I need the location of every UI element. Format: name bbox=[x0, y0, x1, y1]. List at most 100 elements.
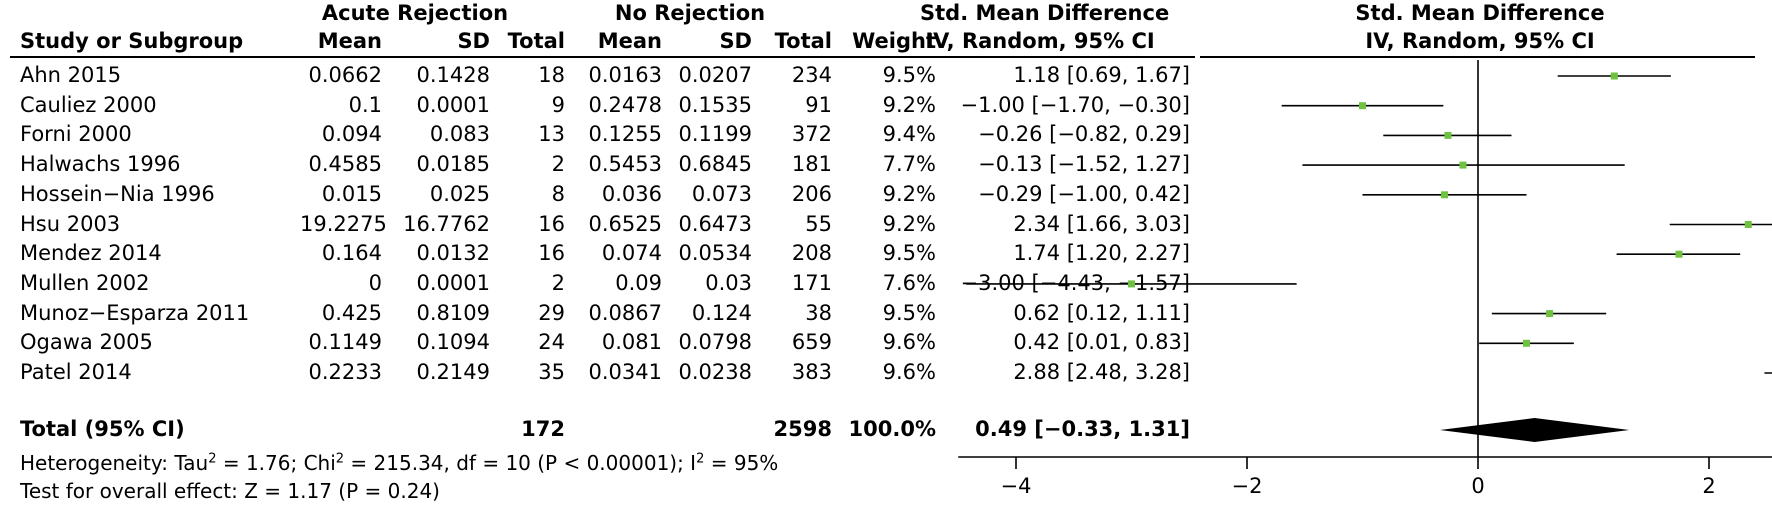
total-label: Total (95% CI) bbox=[20, 417, 185, 441]
plot-header-title: Std. Mean Difference bbox=[1355, 1, 1605, 25]
cell-smd-ci: −0.13 [−1.52, 1.27] bbox=[978, 152, 1190, 177]
cell-smd-ci: 1.18 [0.69, 1.67] bbox=[1013, 63, 1190, 87]
cell-smd-ci: −0.29 [−1.00, 0.42] bbox=[978, 181, 1190, 206]
plot-header-method: IV, Random, 95% CI bbox=[1365, 29, 1595, 53]
cell-mean-no: 0.036 bbox=[601, 181, 662, 206]
cell-mean-acute: 0.094 bbox=[321, 122, 382, 147]
cell-smd-ci: −3.00 [−4.43, −1.57] bbox=[960, 270, 1190, 295]
cell-mean-no: 0.1255 bbox=[588, 122, 662, 147]
cell-sd-no: 0.0798 bbox=[678, 330, 752, 355]
cell-mean-no: 0.6525 bbox=[588, 211, 662, 236]
cell-weight: 9.5% bbox=[882, 63, 936, 87]
cell-sd-no: 0.0207 bbox=[678, 63, 752, 87]
cell-sd-acute: 0.0185 bbox=[416, 152, 490, 177]
cell-study: Mullen 2002 bbox=[20, 270, 150, 295]
col-header-sd1: SD bbox=[457, 29, 490, 53]
cell-study: Hossein−Nia 1996 bbox=[20, 181, 215, 206]
cell-total-no: 208 bbox=[791, 241, 832, 266]
col-header-study: Study or Subgroup bbox=[20, 29, 244, 53]
study-point-marker bbox=[1441, 191, 1449, 199]
cell-mean-acute: 0.1 bbox=[348, 92, 382, 117]
table-header-rule bbox=[10, 56, 1195, 58]
study-point-marker bbox=[1610, 72, 1618, 80]
cell-total-acute: 24 bbox=[538, 330, 565, 355]
study-point-marker bbox=[1459, 161, 1467, 169]
cell-mean-acute: 0.164 bbox=[321, 241, 382, 266]
cell-total-no: 383 bbox=[791, 360, 832, 384]
cell-weight: 9.2% bbox=[882, 211, 936, 236]
cell-sd-no: 0.0534 bbox=[678, 241, 752, 266]
study-point-marker bbox=[1546, 310, 1554, 318]
cell-total-no: 659 bbox=[791, 330, 832, 355]
cell-sd-acute: 0.0001 bbox=[416, 270, 490, 295]
cell-smd-ci: 0.62 [0.12, 1.11] bbox=[1013, 300, 1190, 325]
cell-total-no: 91 bbox=[805, 92, 832, 117]
cell-total-no: 38 bbox=[805, 300, 832, 325]
cell-total-no: 171 bbox=[791, 270, 832, 295]
cell-study: Halwachs 1996 bbox=[20, 152, 181, 177]
study-point-marker bbox=[1675, 250, 1683, 258]
cell-weight: 7.6% bbox=[882, 270, 936, 295]
cell-sd-acute: 0.025 bbox=[429, 181, 490, 206]
cell-total-acute: 29 bbox=[538, 300, 565, 325]
cell-sd-no: 0.124 bbox=[691, 300, 752, 325]
cell-smd-ci: 1.74 [1.20, 2.27] bbox=[1013, 241, 1190, 266]
cell-mean-no: 0.5453 bbox=[588, 152, 662, 177]
cell-weight: 9.5% bbox=[882, 300, 936, 325]
smd-header-method: IV, Random, 95% CI bbox=[925, 29, 1155, 53]
cell-sd-acute: 0.2149 bbox=[416, 360, 490, 384]
cell-study: Ahn 2015 bbox=[20, 63, 122, 87]
cell-total-acute: 8 bbox=[551, 181, 565, 206]
cell-weight: 9.5% bbox=[882, 241, 936, 266]
cell-mean-no: 0.0867 bbox=[588, 300, 662, 325]
cell-sd-no: 0.073 bbox=[691, 181, 752, 206]
cell-total-no: 55 bbox=[805, 211, 832, 236]
study-point-marker bbox=[1444, 131, 1452, 139]
cell-study: Patel 2014 bbox=[20, 360, 132, 384]
col-header-weight: Weight bbox=[852, 29, 936, 53]
cell-smd-ci: −0.26 [−0.82, 0.29] bbox=[978, 122, 1190, 147]
cell-sd-no: 0.0238 bbox=[678, 360, 752, 384]
cell-mean-no: 0.0341 bbox=[588, 360, 662, 384]
study-point-marker bbox=[1523, 339, 1531, 347]
cell-smd-ci: 2.34 [1.66, 3.03] bbox=[1013, 211, 1190, 236]
total-n-acute: 172 bbox=[521, 417, 565, 441]
cell-total-acute: 2 bbox=[551, 270, 565, 295]
cell-study: Hsu 2003 bbox=[20, 211, 121, 236]
col-header-total2: Total bbox=[774, 29, 832, 53]
total-ci: 0.49 [−0.33, 1.31] bbox=[975, 417, 1190, 441]
cell-total-no: 234 bbox=[791, 63, 832, 87]
total-n-no: 2598 bbox=[773, 417, 832, 441]
cell-weight: 9.6% bbox=[882, 360, 936, 384]
cell-sd-no: 0.6473 bbox=[678, 211, 752, 236]
cell-weight: 7.7% bbox=[882, 152, 936, 177]
cell-weight: 9.4% bbox=[882, 122, 936, 147]
cell-sd-acute: 0.0001 bbox=[416, 92, 490, 117]
cell-smd-ci: −1.00 [−1.70, −0.30] bbox=[960, 92, 1190, 117]
cell-weight: 9.6% bbox=[882, 330, 936, 355]
cell-weight: 9.2% bbox=[882, 181, 936, 206]
overall-effect-text: Test for overall effect: Z = 1.17 (P = 0… bbox=[20, 479, 440, 503]
cell-mean-acute: 0.4585 bbox=[308, 152, 382, 177]
study-point-marker bbox=[1359, 102, 1366, 110]
cell-sd-acute: 0.0132 bbox=[416, 241, 490, 266]
cell-total-no: 181 bbox=[791, 152, 832, 177]
study-point-marker bbox=[1744, 221, 1752, 228]
cell-total-acute: 35 bbox=[538, 360, 565, 384]
x-tick-label: −2 bbox=[1232, 474, 1263, 498]
cell-sd-no: 0.6845 bbox=[678, 152, 752, 177]
cell-total-acute: 9 bbox=[551, 92, 565, 117]
study-point-marker bbox=[1128, 280, 1135, 288]
cell-total-no: 372 bbox=[791, 122, 832, 147]
cell-sd-acute: 0.8109 bbox=[416, 300, 490, 325]
col-header-mean2: Mean bbox=[597, 29, 662, 53]
cell-sd-acute: 16.7762 bbox=[403, 211, 490, 236]
cell-mean-acute: 0.0662 bbox=[308, 63, 382, 87]
total-weight: 100.0% bbox=[848, 417, 936, 441]
group-header-no: No Rejection bbox=[614, 1, 766, 25]
col-header-sd2: SD bbox=[719, 29, 752, 53]
cell-total-acute: 13 bbox=[538, 122, 565, 147]
col-header-total1: Total bbox=[507, 29, 565, 53]
cell-mean-acute: 0.015 bbox=[321, 181, 382, 206]
cell-study: Munoz−Esparza 2011 bbox=[20, 300, 250, 325]
